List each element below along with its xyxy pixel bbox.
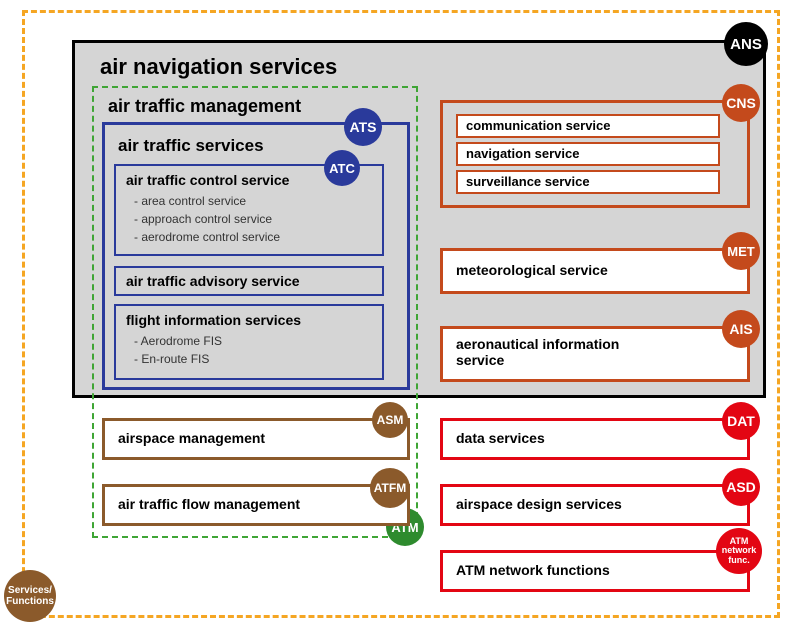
surv-title: surveillance service (466, 174, 590, 189)
dat-title: data services (456, 430, 545, 446)
ais-badge: AIS (722, 310, 760, 348)
atm-network-title: ATM network functions (456, 562, 610, 578)
asm-badge: ASM (372, 402, 408, 438)
asm-title: airspace management (118, 430, 265, 446)
cns-badge: CNS (722, 84, 760, 122)
atc-title: air traffic control service (126, 172, 289, 188)
asd-badge: ASD (722, 468, 760, 506)
fis-title: flight information services (126, 312, 301, 328)
asd-title: airspace design services (456, 496, 622, 512)
ats-badge: ATS (344, 108, 382, 146)
advisory-title: air traffic advisory service (126, 273, 300, 289)
atc-badge: ATC (324, 150, 360, 186)
ais-title: aeronautical information service (456, 336, 656, 368)
ans-title: air navigation services (100, 54, 337, 80)
ats-title: air traffic services (118, 136, 264, 156)
atm-title: air traffic management (108, 96, 301, 117)
atm-network-badge: ATMnetworkfunc. (716, 528, 762, 574)
comm-title: communication service (466, 118, 611, 133)
atfm-title: air traffic flow management (118, 496, 300, 512)
atfm-badge: ATFM (370, 468, 410, 508)
ans-badge: ANS (724, 22, 768, 66)
met-title: meteorological service (456, 262, 608, 278)
dat-badge: DAT (722, 402, 760, 440)
services-functions-badge: Services/ Functions (4, 570, 56, 622)
nav-title: navigation service (466, 146, 579, 161)
met-badge: MET (722, 232, 760, 270)
